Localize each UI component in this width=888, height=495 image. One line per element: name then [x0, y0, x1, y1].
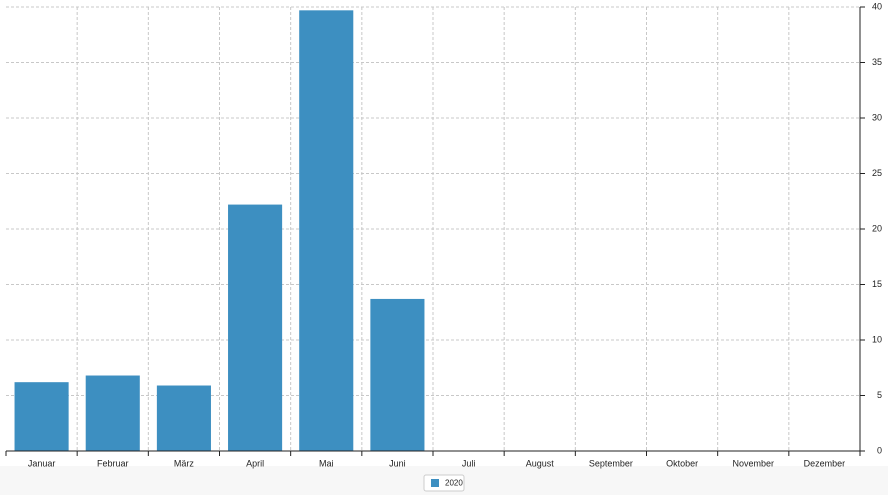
x-tick-label: Februar	[97, 458, 129, 468]
x-tick-label: Oktober	[666, 458, 698, 468]
x-tick-label: Dezember	[804, 458, 846, 468]
bar	[85, 375, 140, 451]
x-tick-label: Juli	[462, 458, 476, 468]
bar	[14, 382, 69, 451]
bar	[228, 204, 283, 451]
y-tick-label: 0	[877, 445, 882, 455]
bar	[370, 298, 425, 451]
x-tick-label: September	[589, 458, 633, 468]
x-tick-label: Januar	[28, 458, 56, 468]
legend-swatch	[431, 479, 439, 487]
y-tick-label: 20	[872, 223, 882, 233]
bar	[156, 385, 211, 451]
x-tick-label: Juni	[389, 458, 406, 468]
y-tick-label: 25	[872, 168, 882, 178]
x-tick-label: März	[174, 458, 194, 468]
y-tick-label: 40	[872, 1, 882, 11]
y-tick-label: 35	[872, 57, 882, 67]
x-tick-label: Mai	[319, 458, 334, 468]
x-tick-label: April	[246, 458, 264, 468]
y-tick-label: 30	[872, 112, 882, 122]
y-tick-label: 5	[877, 390, 882, 400]
legend: 2020	[423, 474, 465, 492]
x-tick-label: August	[526, 458, 555, 468]
bar	[299, 10, 354, 452]
y-tick-label: 15	[872, 279, 882, 289]
x-tick-label: November	[732, 458, 774, 468]
y-tick-label: 10	[872, 334, 882, 344]
legend-label: 2020	[445, 479, 463, 488]
